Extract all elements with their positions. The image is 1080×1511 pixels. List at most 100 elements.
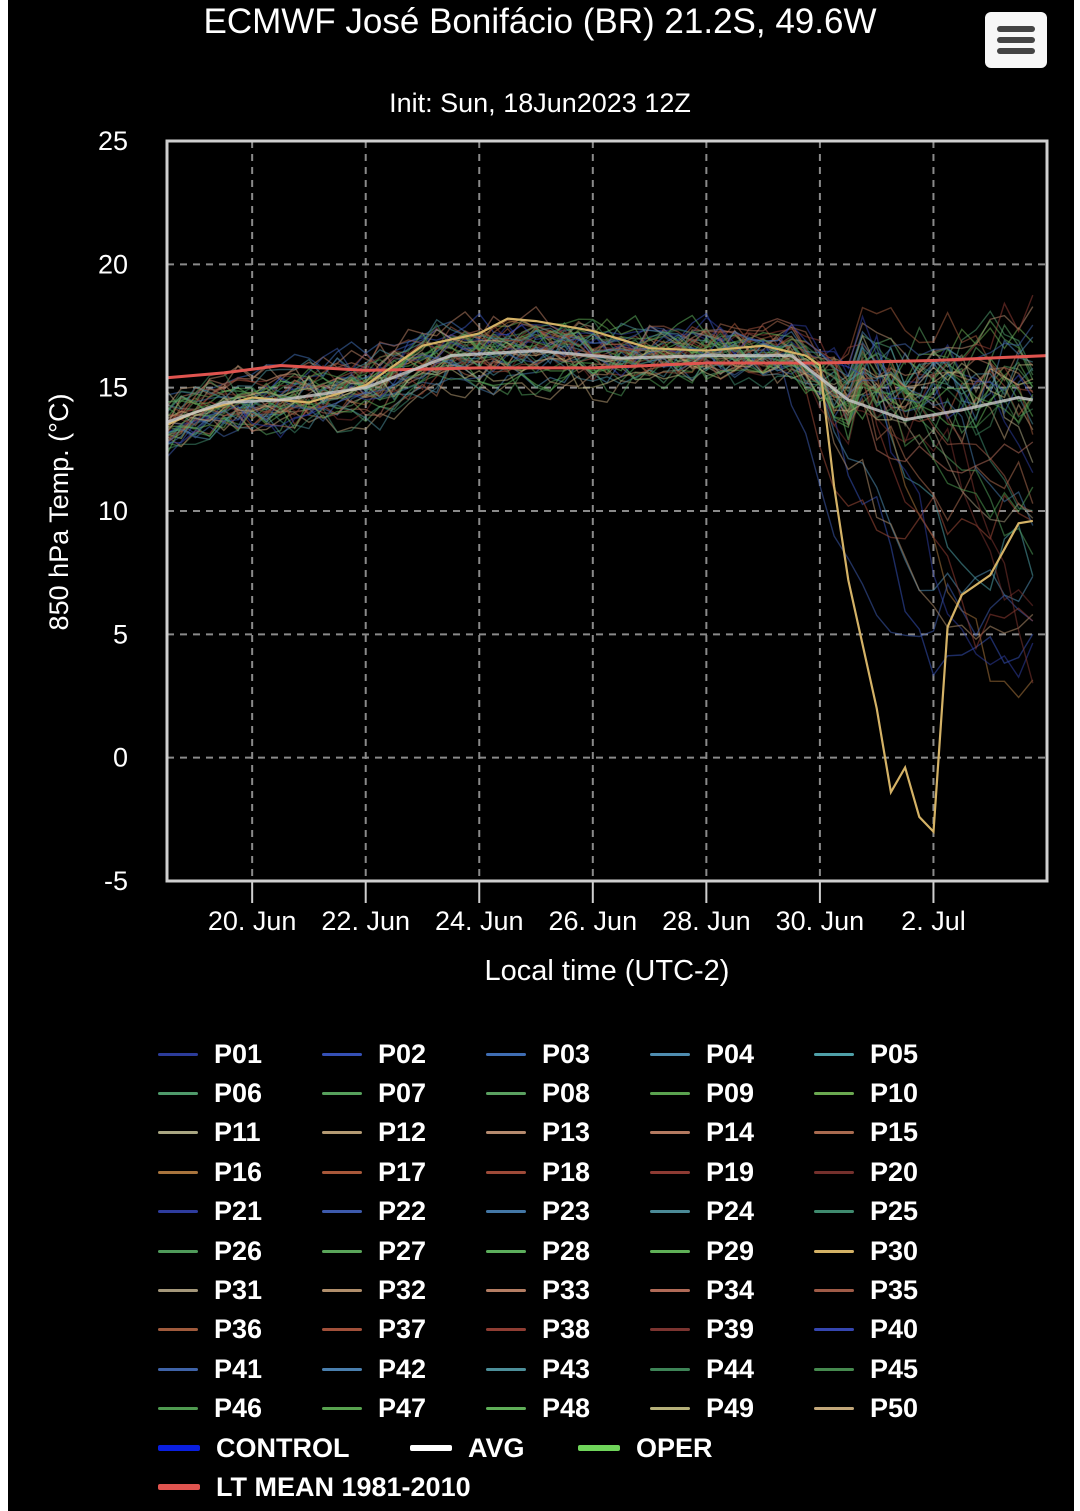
legend-swatch xyxy=(814,1367,854,1371)
legend-item-p01[interactable]: P01 xyxy=(158,1036,262,1072)
legend-item-p40[interactable]: P40 xyxy=(814,1312,918,1348)
legend-swatch xyxy=(814,1210,854,1214)
legend-swatch xyxy=(322,1249,362,1253)
legend-item-p15[interactable]: P15 xyxy=(814,1115,918,1151)
legend-item-p20[interactable]: P20 xyxy=(814,1154,918,1190)
legend-label: P41 xyxy=(214,1353,263,1384)
legend-label: P44 xyxy=(706,1353,755,1384)
ensemble-line-p22 xyxy=(166,325,1034,638)
legend-item-p29[interactable]: P29 xyxy=(650,1233,754,1269)
y-tick-label: -5 xyxy=(104,866,128,896)
legend-item-control[interactable]: CONTROL xyxy=(158,1430,349,1466)
legend-item-p22[interactable]: P22 xyxy=(322,1194,426,1230)
legend-label: P23 xyxy=(542,1196,591,1227)
legend-label: AVG xyxy=(468,1432,525,1463)
legend-swatch xyxy=(158,1367,198,1371)
legend-item-p08[interactable]: P08 xyxy=(486,1075,590,1111)
legend-item-p09[interactable]: P09 xyxy=(650,1075,754,1111)
legend-label: P38 xyxy=(542,1314,591,1345)
legend-label: P39 xyxy=(706,1314,755,1345)
legend-swatch xyxy=(814,1131,854,1135)
legend-item-p06[interactable]: P06 xyxy=(158,1075,262,1111)
legend-item-p47[interactable]: P47 xyxy=(322,1391,426,1427)
legend-label: P11 xyxy=(214,1117,261,1148)
legend-label: P40 xyxy=(870,1314,919,1345)
legend-item-p45[interactable]: P45 xyxy=(814,1351,918,1387)
legend-item-p28[interactable]: P28 xyxy=(486,1233,590,1269)
legend-item-p14[interactable]: P14 xyxy=(650,1115,754,1151)
legend-item-p50[interactable]: P50 xyxy=(814,1391,918,1427)
ensemble-lines xyxy=(166,294,1034,699)
legend-item-oper[interactable]: OPER xyxy=(578,1430,713,1466)
legend-item-p41[interactable]: P41 xyxy=(158,1351,262,1387)
legend-item-p34[interactable]: P34 xyxy=(650,1272,754,1308)
legend-item-p23[interactable]: P23 xyxy=(486,1194,590,1230)
legend-item-p13[interactable]: P13 xyxy=(486,1115,590,1151)
legend-item-p30[interactable]: P30 xyxy=(814,1233,918,1269)
legend-item-p24[interactable]: P24 xyxy=(650,1194,754,1230)
legend-item-p16[interactable]: P16 xyxy=(158,1154,262,1190)
legend-item-p38[interactable]: P38 xyxy=(486,1312,590,1348)
legend-label: P02 xyxy=(378,1038,427,1069)
legend-item-p49[interactable]: P49 xyxy=(650,1391,754,1427)
legend-item-p26[interactable]: P26 xyxy=(158,1233,262,1269)
legend-item-p39[interactable]: P39 xyxy=(650,1312,754,1348)
ensemble-line-p12 xyxy=(166,350,1034,445)
legend-item-p42[interactable]: P42 xyxy=(322,1351,426,1387)
x-tick-label: 22. Jun xyxy=(321,906,410,936)
legend-item-p35[interactable]: P35 xyxy=(814,1272,918,1308)
legend-swatch xyxy=(650,1367,690,1371)
legend-item-p02[interactable]: P02 xyxy=(322,1036,426,1072)
legend-item-lt-mean-1981-2010[interactable]: LT MEAN 1981-2010 xyxy=(158,1469,471,1505)
chart-menu-button[interactable] xyxy=(985,12,1047,68)
legend-item-p21[interactable]: P21 xyxy=(158,1194,262,1230)
legend-item-p37[interactable]: P37 xyxy=(322,1312,426,1348)
legend-swatch xyxy=(410,1445,452,1451)
chart-container xyxy=(8,0,1074,1511)
legend-item-avg[interactable]: AVG xyxy=(410,1430,525,1466)
legend-item-p07[interactable]: P07 xyxy=(322,1075,426,1111)
legend-item-p19[interactable]: P19 xyxy=(650,1154,754,1190)
legend-item-p11[interactable]: P11 xyxy=(158,1115,261,1151)
x-tick-label: 24. Jun xyxy=(435,906,524,936)
legend-item-p31[interactable]: P31 xyxy=(158,1272,262,1308)
legend-label: OPER xyxy=(636,1432,713,1463)
legend-swatch xyxy=(158,1328,198,1332)
legend-item-p48[interactable]: P48 xyxy=(486,1391,590,1427)
legend: P01 P02 P03 P04 P05 P06 P07 P08 P09 P10 P11 P12 P13 P… xyxy=(0,1030,1080,1510)
legend-swatch xyxy=(650,1131,690,1135)
legend-swatch xyxy=(322,1328,362,1332)
legend-item-p25[interactable]: P25 xyxy=(814,1194,918,1230)
legend-swatch xyxy=(322,1407,362,1411)
x-tick-label: 30. Jun xyxy=(776,906,865,936)
legend-item-p46[interactable]: P46 xyxy=(158,1391,262,1427)
legend-item-p32[interactable]: P32 xyxy=(322,1272,426,1308)
legend-swatch xyxy=(814,1288,854,1292)
legend-item-p05[interactable]: P05 xyxy=(814,1036,918,1072)
legend-item-p04[interactable]: P04 xyxy=(650,1036,754,1072)
legend-item-p18[interactable]: P18 xyxy=(486,1154,590,1190)
legend-item-p17[interactable]: P17 xyxy=(322,1154,426,1190)
series-line-lt-mean-1981-2010 xyxy=(166,354,1048,380)
legend-swatch xyxy=(158,1484,200,1491)
legend-label: P14 xyxy=(706,1117,755,1148)
legend-swatch xyxy=(650,1210,690,1214)
legend-item-p43[interactable]: P43 xyxy=(486,1351,590,1387)
legend-swatch xyxy=(486,1328,526,1332)
legend-swatch xyxy=(322,1288,362,1292)
chart-subtitle: Init: Sun, 18Jun2023 12Z xyxy=(389,88,691,118)
legend-item-p03[interactable]: P03 xyxy=(486,1036,590,1072)
legend-label: P48 xyxy=(542,1393,591,1424)
legend-label: P13 xyxy=(542,1117,591,1148)
legend-item-p36[interactable]: P36 xyxy=(158,1312,262,1348)
x-axis: 20. Jun 22. Jun 24. Jun 26. Jun 28. Jun 30. J… xyxy=(208,881,966,936)
legend-swatch xyxy=(322,1210,362,1214)
legend-item-p10[interactable]: P10 xyxy=(814,1075,918,1111)
legend-swatch xyxy=(158,1091,198,1095)
ensemble-line-p49 xyxy=(166,357,1033,432)
legend-item-p44[interactable]: P44 xyxy=(650,1351,754,1387)
legend-item-p27[interactable]: P27 xyxy=(322,1233,426,1269)
legend-swatch xyxy=(650,1328,690,1332)
legend-item-p12[interactable]: P12 xyxy=(322,1115,426,1151)
legend-item-p33[interactable]: P33 xyxy=(486,1272,590,1308)
